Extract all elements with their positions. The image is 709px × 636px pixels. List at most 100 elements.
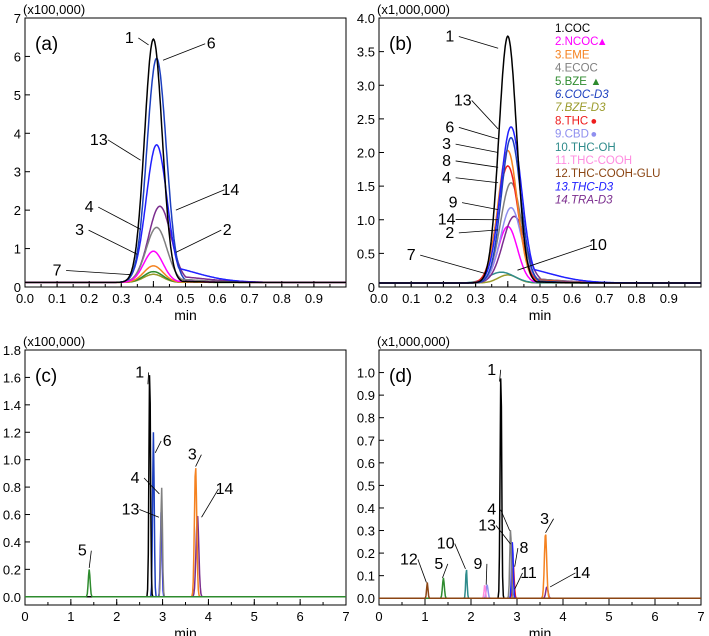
y-tick-label: 0.1 <box>357 569 375 584</box>
panel-label: (b) <box>389 34 412 55</box>
peak-label-leader <box>201 488 219 518</box>
series-group <box>379 378 701 599</box>
y-tick-label: 1.2 <box>3 425 21 440</box>
series-line-6 <box>25 57 346 284</box>
panel-label: (d) <box>389 366 412 387</box>
x-axis-label: min <box>174 625 197 636</box>
peak-label: 7 <box>53 262 62 279</box>
series-line-13 <box>379 126 701 284</box>
y-multiplier: (x1,000,000) <box>377 334 450 349</box>
series-line-13 <box>379 542 701 599</box>
x-tick-label: 0.6 <box>209 291 227 306</box>
peak-label-leader <box>517 244 593 271</box>
y-tick-label: 1.4 <box>3 398 21 413</box>
y-tick-label: 2 <box>14 203 21 218</box>
peak-label-leader <box>162 43 206 61</box>
panel-c: 0.0 0.2 0.4 0.6 0.8 1.0 1.2 1.4 1.6 1.8 0 1 2 3 4 5 6 7 mi… <box>3 334 350 636</box>
y-tick-label: 0.2 <box>3 562 21 577</box>
x-tick-label: 0.2 <box>434 291 452 306</box>
series-group <box>25 375 346 598</box>
peak-label: 13 <box>478 518 496 535</box>
peak-label-leader <box>455 143 499 153</box>
y-tick-label: 0 <box>368 280 375 295</box>
peak-label: 4 <box>85 199 94 216</box>
x-axis-label: min <box>529 307 552 323</box>
y-tick-label: 0.0 <box>3 590 21 605</box>
peak-label-leader <box>514 548 519 567</box>
panel-b: 0 0.5 1.0 1.5 2.0 2.5 3.0 3.5 4.0 0.0 0.1 0.2 0.3 0.4… <box>357 2 702 323</box>
plot-frame <box>24 349 347 606</box>
series-line-1 <box>379 35 701 284</box>
y-tick-label: 1.8 <box>3 343 21 358</box>
x-tick-label: 5 <box>605 609 612 624</box>
peak-label: 6 <box>163 433 172 450</box>
y-multiplier: (x1,000,000) <box>377 2 450 17</box>
peak-label-leader <box>499 369 502 382</box>
x-tick-label: 4 <box>205 609 212 624</box>
peak-label: 10 <box>437 536 455 553</box>
peak-label-leader <box>139 509 160 518</box>
plot-frame <box>24 17 347 288</box>
x-tick-label: 0.1 <box>48 291 66 306</box>
y-tick-label: 0.6 <box>357 456 375 471</box>
peak-label-leader <box>154 440 162 454</box>
peak-label: 4 <box>487 502 496 519</box>
peak-label-leader <box>138 37 149 46</box>
peak-label-leader <box>147 372 150 385</box>
peak-label-leader <box>458 126 499 140</box>
legend-entry: 9.CBD <box>555 129 589 141</box>
x-tick-label: 0.9 <box>660 291 678 306</box>
legend-entry: 14.TRA-D3 <box>555 195 613 207</box>
y-tick-label: 0.5 <box>357 246 375 261</box>
peak-label: 14 <box>573 565 591 582</box>
peak-label-leader <box>514 572 523 590</box>
y-tick-label: 3.5 <box>357 45 375 60</box>
y-tick-label: 0.4 <box>3 535 21 550</box>
series-line-2 <box>25 250 346 284</box>
x-tick-label: 0.5 <box>176 291 194 306</box>
peak-label-leader <box>485 563 488 585</box>
legend-entry: 11.THC-COOH <box>555 155 632 167</box>
x-axis-label: min <box>529 625 552 636</box>
x-tick-label: 7 <box>342 609 349 624</box>
peak-label-leader <box>417 559 427 583</box>
x-tick-label: 3 <box>159 609 166 624</box>
y-tick-label: 0.8 <box>357 411 375 426</box>
y-multiplier: (x100,000) <box>23 2 85 17</box>
legend-entry: 2.NCOC <box>555 36 598 48</box>
peak-label: 3 <box>75 222 84 239</box>
peak-label: 1 <box>487 362 496 379</box>
y-tick-label: 0.4 <box>357 501 375 516</box>
x-tick-label: 0.0 <box>370 291 388 306</box>
peak-label: 1 <box>445 29 454 46</box>
peak-label-leader <box>66 270 131 276</box>
peak-label-leader <box>107 139 141 161</box>
peak-label: 6 <box>207 36 216 53</box>
y-tick-label: 3.0 <box>357 78 375 93</box>
peak-label-leader <box>442 563 449 579</box>
legend-entry: 13.THC-D3 <box>555 181 614 193</box>
peak-label-leader <box>175 189 225 211</box>
peak-label-leader <box>195 454 202 467</box>
peak-label-leader <box>458 36 499 49</box>
y-tick-label: 0.8 <box>3 480 21 495</box>
series-line-2 <box>379 225 701 284</box>
x-tick-label: 0 <box>375 609 382 624</box>
series-line-1 <box>379 378 701 599</box>
peak-label: 2 <box>445 225 454 242</box>
panel-label: (a) <box>35 34 58 55</box>
x-tick-label: 2 <box>467 609 474 624</box>
series-group <box>379 35 701 284</box>
x-tick-label: 0.7 <box>241 291 259 306</box>
x-tick-label: 0.9 <box>305 291 323 306</box>
x-tick-label: 0.8 <box>273 291 291 306</box>
series-line-3 <box>25 468 346 598</box>
legend-entry: 3.EME <box>555 49 590 61</box>
peak-label-leader <box>143 477 160 495</box>
y-tick-label: 7 <box>14 11 21 26</box>
peak-label: 14 <box>438 211 456 228</box>
peak-label: 14 <box>222 182 240 199</box>
peak-label-leader <box>175 229 222 253</box>
x-tick-label: 0.5 <box>531 291 549 306</box>
